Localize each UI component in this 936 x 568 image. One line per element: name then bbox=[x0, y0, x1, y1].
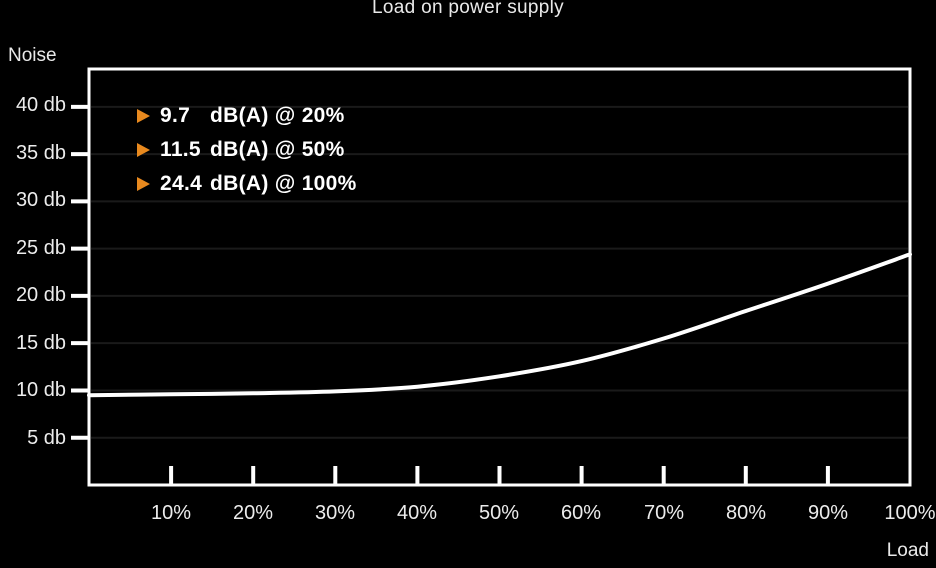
y-tick-label-10db: 10 db bbox=[15, 379, 66, 401]
x-tick-label-90: 90% bbox=[807, 502, 849, 524]
gridlines bbox=[91, 105, 908, 439]
plot-border bbox=[87, 67, 912, 487]
annotation-label: dB(A) @ 100% bbox=[210, 172, 357, 195]
x-axis-title: Load bbox=[886, 540, 929, 561]
x-tick-label-100: 100% bbox=[884, 502, 936, 524]
annotation-value: 9.7 bbox=[160, 104, 191, 127]
right-triangle-icon bbox=[137, 143, 150, 157]
annotation-value: 11.5 bbox=[160, 138, 201, 161]
annotation-label: dB(A) @ 20% bbox=[210, 104, 345, 127]
x-tick-label-50: 50% bbox=[478, 502, 520, 524]
x-tick-label-80: 80% bbox=[725, 502, 767, 524]
annotation-50pct: 11.5 dB(A) @ 50% bbox=[137, 138, 345, 162]
x-tick-label-70: 70% bbox=[643, 502, 685, 524]
axis-ticks bbox=[71, 104, 830, 485]
annotation-value: 24.4 bbox=[160, 172, 203, 195]
x-tick-label-60: 60% bbox=[560, 502, 602, 524]
x-tick-label-40: 40% bbox=[396, 502, 438, 524]
y-tick-label-40db: 40 db bbox=[15, 94, 66, 116]
annotation-label: dB(A) @ 50% bbox=[210, 138, 345, 161]
y-tick-label-20db: 20 db bbox=[15, 284, 66, 306]
annotation-100pct: 24.4 dB(A) @ 100% bbox=[137, 172, 357, 196]
annotation-20pct: 9.7 dB(A) @ 20% bbox=[137, 104, 345, 128]
y-tick-label-35db: 35 db bbox=[15, 142, 66, 164]
noise-curve bbox=[87, 252, 912, 398]
y-tick-label-30db: 30 db bbox=[15, 189, 66, 211]
y-tick-label-5db: 5 db bbox=[27, 427, 66, 449]
x-tick-label-10: 10% bbox=[150, 502, 192, 524]
y-axis-title: Noise bbox=[8, 45, 57, 66]
x-tick-label-20: 20% bbox=[232, 502, 274, 524]
y-tick-label-25db: 25 db bbox=[15, 237, 66, 259]
right-triangle-icon bbox=[137, 177, 150, 191]
x-tick-label-30: 30% bbox=[314, 502, 356, 524]
right-triangle-icon bbox=[137, 109, 150, 123]
y-tick-label-15db: 15 db bbox=[15, 332, 66, 354]
chart-title: Load on power supply bbox=[372, 0, 564, 18]
